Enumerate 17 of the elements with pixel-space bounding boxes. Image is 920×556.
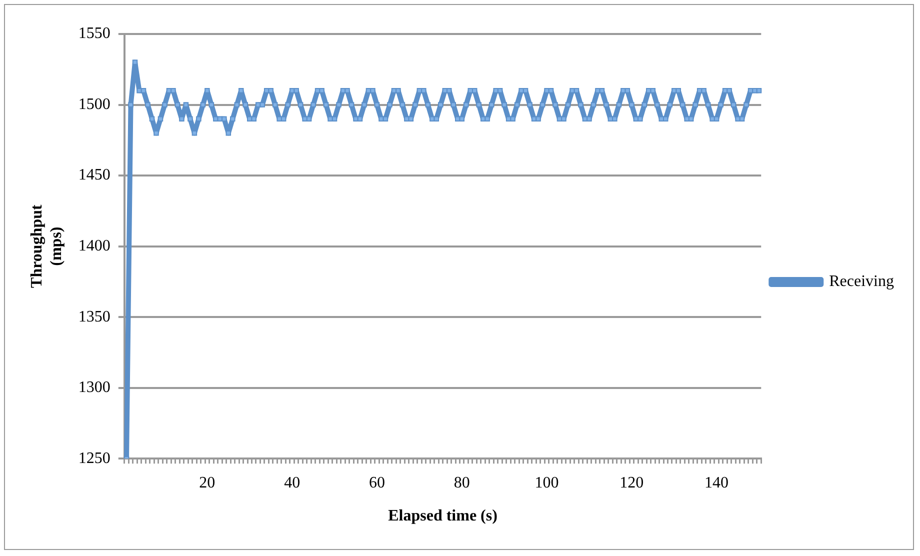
x-tick-label: 140 [704, 474, 729, 492]
y-tick-label: 1500 [78, 96, 110, 113]
y-tick-label: 1300 [78, 379, 110, 396]
y-axis-title: Throughput (mps) [28, 204, 65, 288]
x-tick-label: 100 [534, 474, 559, 492]
y-tick-label: 1550 [78, 25, 110, 42]
y-tick-label: 1400 [78, 238, 110, 255]
y-tick-label: 1250 [78, 450, 110, 467]
x-axis-title: Elapsed time (s) [388, 508, 498, 525]
y-tick-label: 1450 [78, 166, 110, 184]
legend-label: Receiving [829, 273, 894, 290]
x-tick-label: 60 [368, 474, 385, 492]
x-tick-label: 120 [620, 474, 644, 492]
x-tick-label: 20 [199, 474, 216, 492]
x-tick-label: 40 [284, 474, 300, 492]
y-tick-label: 1350 [78, 308, 110, 326]
x-tick-label: 80 [454, 474, 470, 492]
